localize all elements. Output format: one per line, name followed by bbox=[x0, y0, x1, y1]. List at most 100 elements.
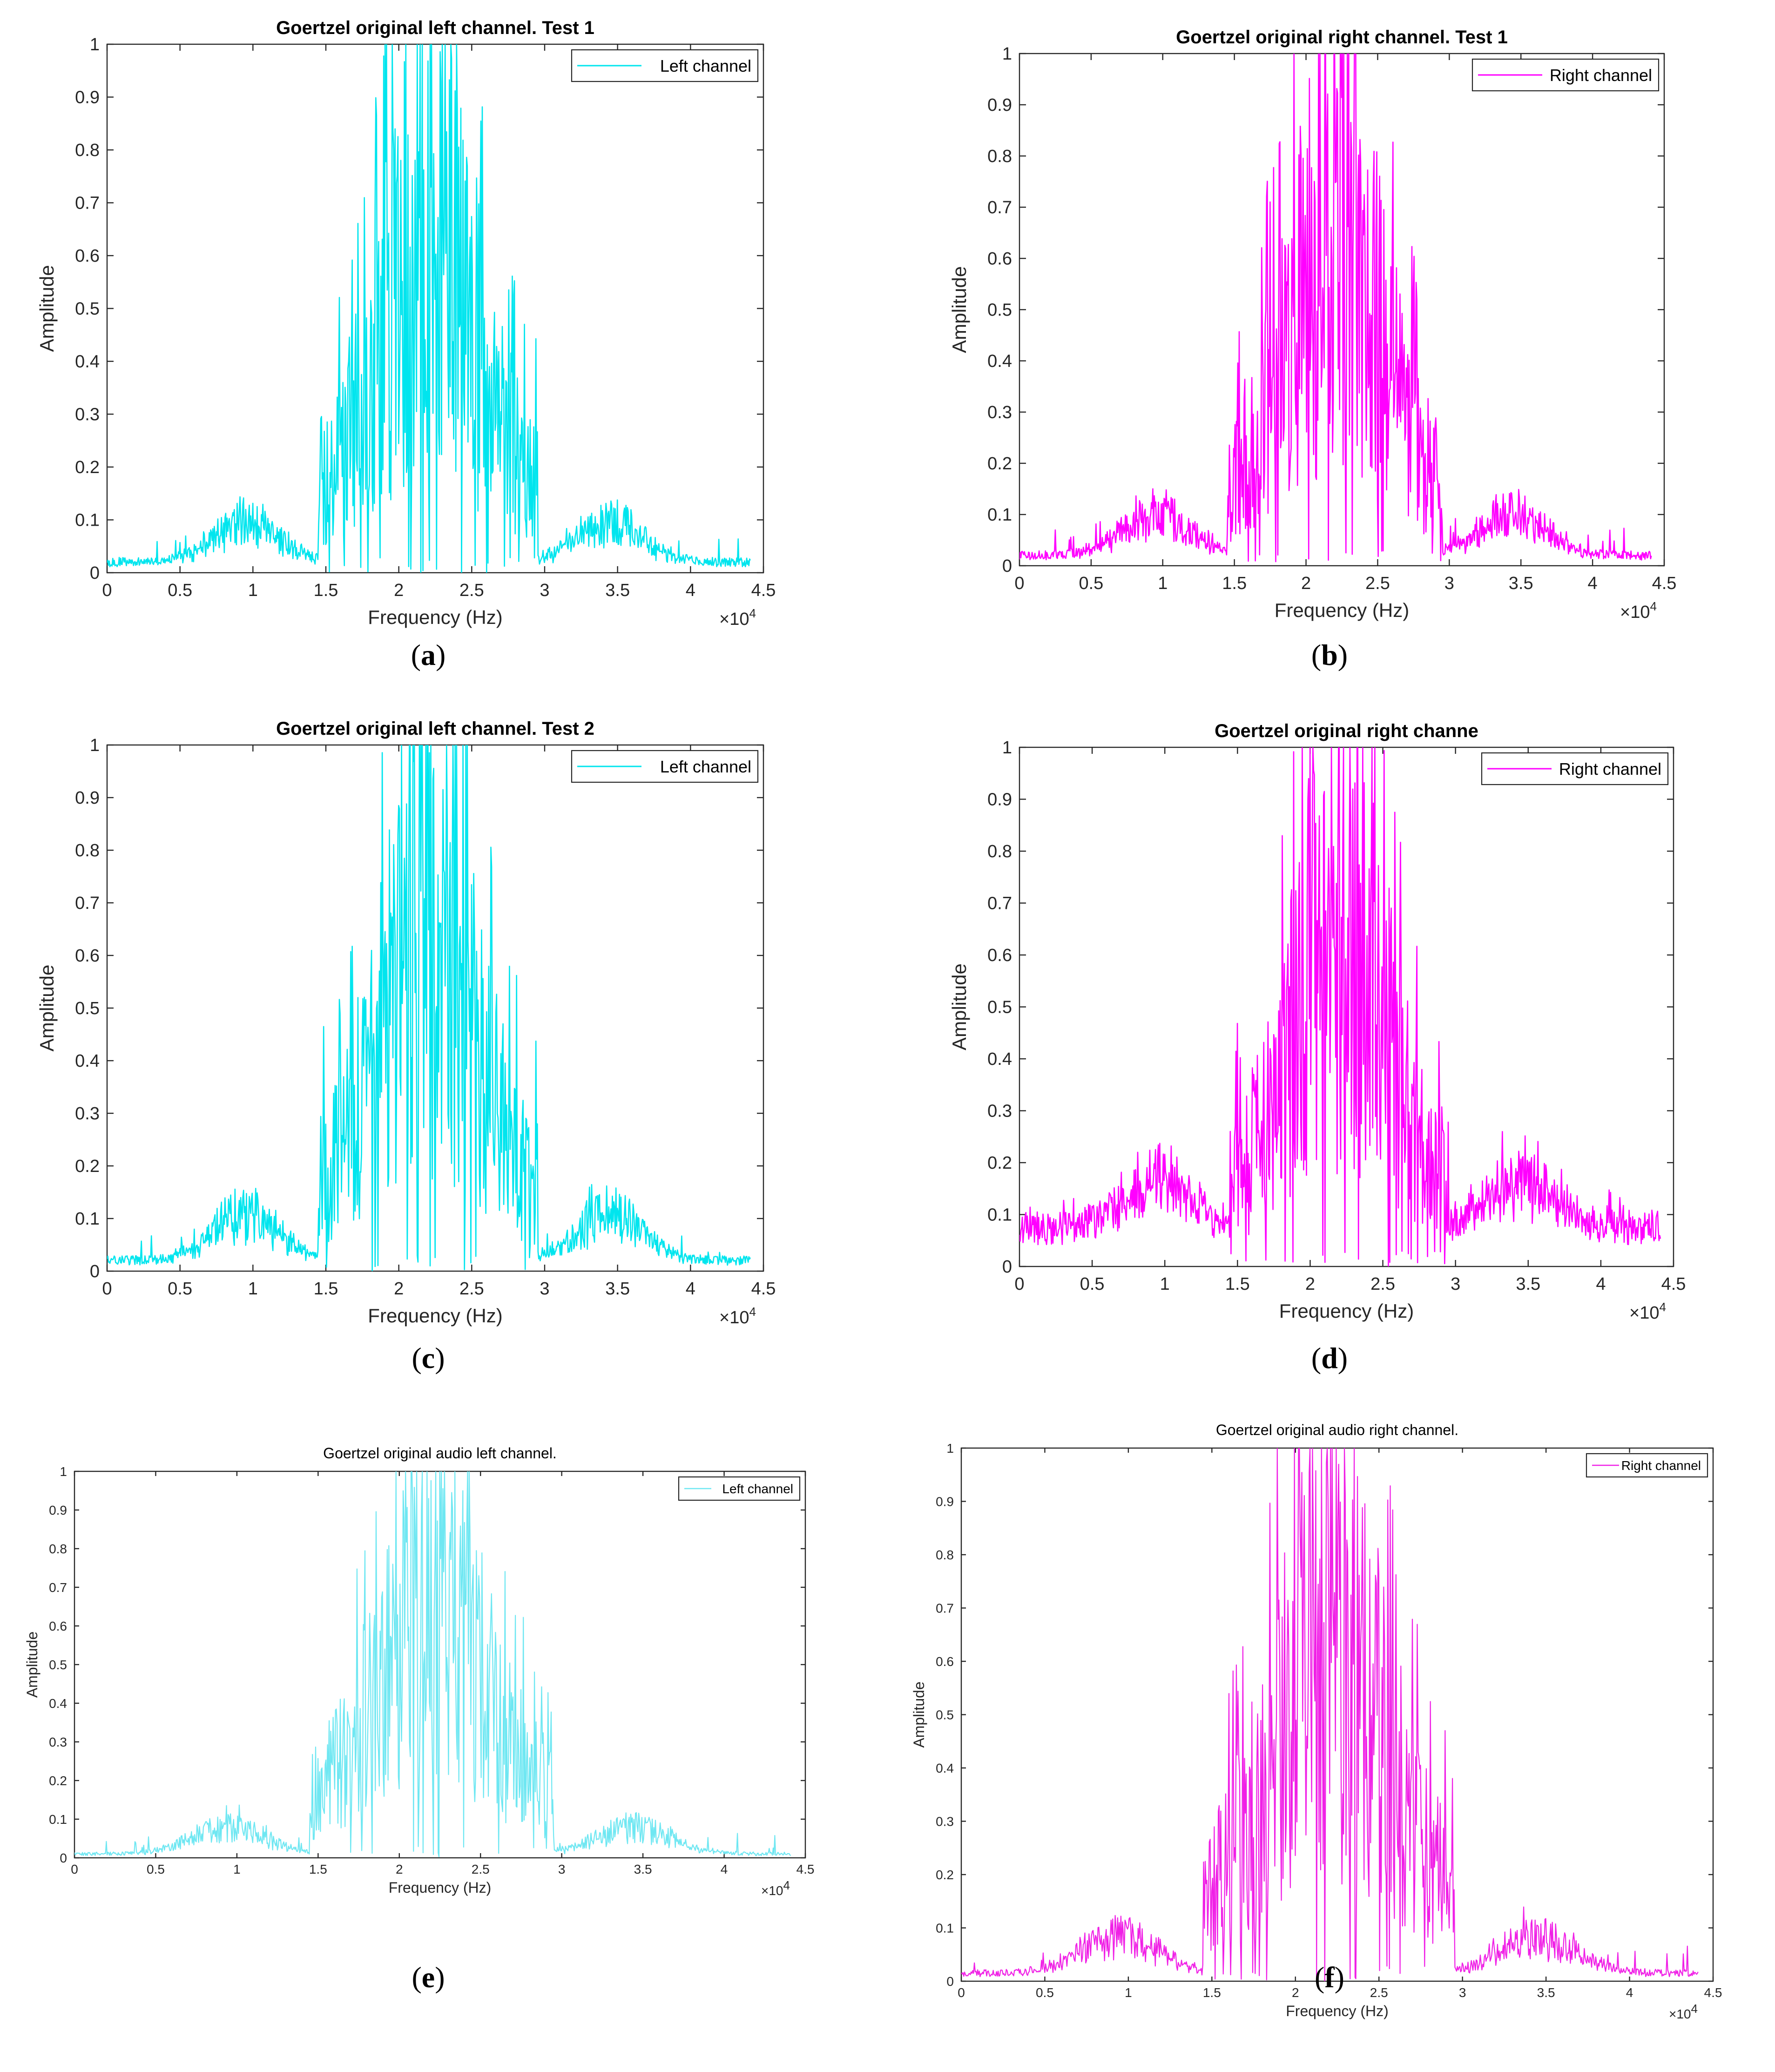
y-tick-label: 0.5 bbox=[49, 1658, 67, 1672]
y-axis-title-b: Amplitude bbox=[948, 266, 970, 353]
y-tick-label: 1 bbox=[1002, 44, 1012, 64]
chart-title-e: Goertzel original audio left channel. bbox=[323, 1445, 557, 1462]
x-tick-label: 1.5 bbox=[1222, 574, 1247, 593]
x-tick-label: 4 bbox=[1626, 1985, 1633, 2000]
x-tick-label: 0 bbox=[1014, 574, 1024, 593]
y-tick-label: 0.4 bbox=[49, 1696, 67, 1711]
series-line-f bbox=[961, 1448, 1699, 1981]
y-tick-label: 0.4 bbox=[987, 1050, 1012, 1069]
y-tick-label: 1 bbox=[946, 1441, 954, 1456]
x-tick-label: 2.5 bbox=[459, 1279, 484, 1299]
y-tick-label: 0.8 bbox=[936, 1548, 954, 1562]
x-exponent-label-d: ×104 bbox=[1629, 1300, 1666, 1323]
x-tick-label: 4 bbox=[1588, 574, 1598, 593]
y-tick-label: 0.8 bbox=[75, 841, 100, 860]
x-tick-label: 0.5 bbox=[1036, 1985, 1054, 2000]
x-exponent-label-c: ×104 bbox=[719, 1305, 756, 1327]
y-tick-label: 0.9 bbox=[936, 1495, 954, 1509]
x-tick-label: 3 bbox=[540, 581, 549, 600]
y-tick-label: 0.7 bbox=[49, 1580, 67, 1595]
y-tick-label: 0.8 bbox=[987, 147, 1012, 166]
x-tick-label: 2.5 bbox=[1365, 574, 1390, 593]
y-tick-label: 0.8 bbox=[75, 141, 100, 160]
chart-b-svg: Goertzel original right channel. Test 1 0… bbox=[948, 27, 1676, 622]
x-exponent-label-b: ×104 bbox=[1620, 599, 1657, 622]
x-tick-label: 2.5 bbox=[472, 1862, 490, 1876]
chart-f-svg: Goertzel original audio right channel. 0 0… bbox=[911, 1422, 1722, 2021]
chart-title-a: Goertzel original left channel. Test 1 bbox=[276, 18, 594, 38]
series-line-c bbox=[107, 745, 751, 1271]
y-axis-title-c: Amplitude bbox=[36, 965, 58, 1052]
legend-label-c: Left channel bbox=[660, 757, 751, 776]
x-axis-title-d: Frequency (Hz) bbox=[1279, 1300, 1414, 1322]
x-tick-label: 4 bbox=[686, 581, 695, 600]
x-axis-title-c: Frequency (Hz) bbox=[368, 1305, 502, 1327]
y-tick-label: 0.2 bbox=[49, 1774, 67, 1788]
y-tick-label: 0.4 bbox=[75, 352, 100, 372]
x-tick-label: 0 bbox=[958, 1985, 965, 2000]
x-tick-label: 4 bbox=[1596, 1274, 1606, 1294]
y-tick-label: 1 bbox=[1002, 738, 1012, 758]
y-tick-label: 0 bbox=[1002, 556, 1012, 576]
x-tick-label: 1 bbox=[1158, 574, 1168, 593]
chart-title-c: Goertzel original left channel. Test 2 bbox=[276, 718, 594, 739]
chart-e-svg: Goertzel original audio left channel. 0 0.… bbox=[24, 1445, 815, 1898]
y-tick-label: 0.3 bbox=[987, 403, 1012, 422]
x-tick-label: 2 bbox=[394, 1279, 404, 1299]
x-tick-label: 4 bbox=[686, 1279, 695, 1299]
y-tick-label: 0.9 bbox=[987, 95, 1012, 115]
y-tick-label: 0.3 bbox=[49, 1735, 67, 1749]
x-exponent-label-e: ×104 bbox=[761, 1878, 790, 1898]
x-tick-label: 1.5 bbox=[314, 581, 338, 600]
chart-title-b: Goertzel original right channel. Test 1 bbox=[1176, 27, 1508, 47]
plot-area-a bbox=[106, 43, 764, 574]
chart-title-f: Goertzel original audio right channel. bbox=[1216, 1422, 1458, 1438]
x-tick-label: 4.5 bbox=[796, 1862, 815, 1876]
x-tick-label: 0.5 bbox=[168, 1279, 192, 1299]
x-tick-label: 0.5 bbox=[147, 1862, 165, 1876]
y-tick-label: 0.5 bbox=[987, 300, 1012, 320]
y-tick-label: 0.3 bbox=[75, 405, 100, 425]
x-tick-label: 2.5 bbox=[1370, 1985, 1388, 2000]
y-tick-label: 0.7 bbox=[987, 894, 1012, 914]
y-tick-label: 0.8 bbox=[987, 842, 1012, 861]
y-tick-label: 0.7 bbox=[75, 894, 100, 913]
y-tick-label: 0.9 bbox=[987, 790, 1012, 810]
y-tick-label: 0.9 bbox=[75, 88, 100, 108]
y-tick-label: 0.2 bbox=[75, 458, 100, 477]
y-tick-label: 0.6 bbox=[75, 946, 100, 966]
x-tick-label: 2.5 bbox=[1370, 1274, 1395, 1294]
y-tick-label: 0.3 bbox=[75, 1104, 100, 1124]
x-tick-label: 3 bbox=[1451, 1274, 1460, 1294]
x-tick-label: 0.5 bbox=[1079, 574, 1103, 593]
x-tick-label: 0 bbox=[102, 1279, 112, 1299]
y-tick-label: 1 bbox=[60, 1464, 67, 1479]
y-tick-label: 1 bbox=[90, 736, 100, 755]
x-tick-label: 1 bbox=[1160, 1274, 1170, 1294]
caption-b: (b) bbox=[1311, 638, 1348, 671]
x-tick-label: 1 bbox=[233, 1862, 241, 1876]
x-tick-label: 1.5 bbox=[1203, 1985, 1221, 2000]
y-axis-title-a: Amplitude bbox=[36, 265, 58, 352]
y-tick-label: 0.6 bbox=[75, 246, 100, 266]
y-tick-label: 0.6 bbox=[987, 946, 1012, 965]
y-tick-label: 1 bbox=[90, 35, 100, 54]
x-tick-label: 1 bbox=[248, 1279, 258, 1299]
x-tick-label: 1.5 bbox=[1225, 1274, 1250, 1294]
y-tick-label: 0.3 bbox=[987, 1102, 1012, 1121]
plot-area-b bbox=[1019, 53, 1665, 567]
y-axis-title-d: Amplitude bbox=[948, 963, 970, 1050]
y-tick-label: 0.1 bbox=[75, 1209, 100, 1229]
y-tick-label: 0.2 bbox=[987, 454, 1012, 474]
x-tick-label: 0 bbox=[1014, 1274, 1024, 1294]
y-axis-title-f: Amplitude bbox=[911, 1681, 927, 1747]
x-exponent-label-f: ×104 bbox=[1669, 2002, 1698, 2021]
y-tick-label: 0.2 bbox=[936, 1868, 954, 1882]
x-axis-title-b: Frequency (Hz) bbox=[1275, 599, 1409, 621]
y-tick-label: 0.1 bbox=[987, 505, 1012, 525]
x-tick-label: 3.5 bbox=[1509, 574, 1533, 593]
y-tick-label: 0.4 bbox=[987, 352, 1012, 371]
x-tick-label: 3 bbox=[1459, 1985, 1466, 2000]
y-tick-label: 0 bbox=[90, 1262, 100, 1281]
